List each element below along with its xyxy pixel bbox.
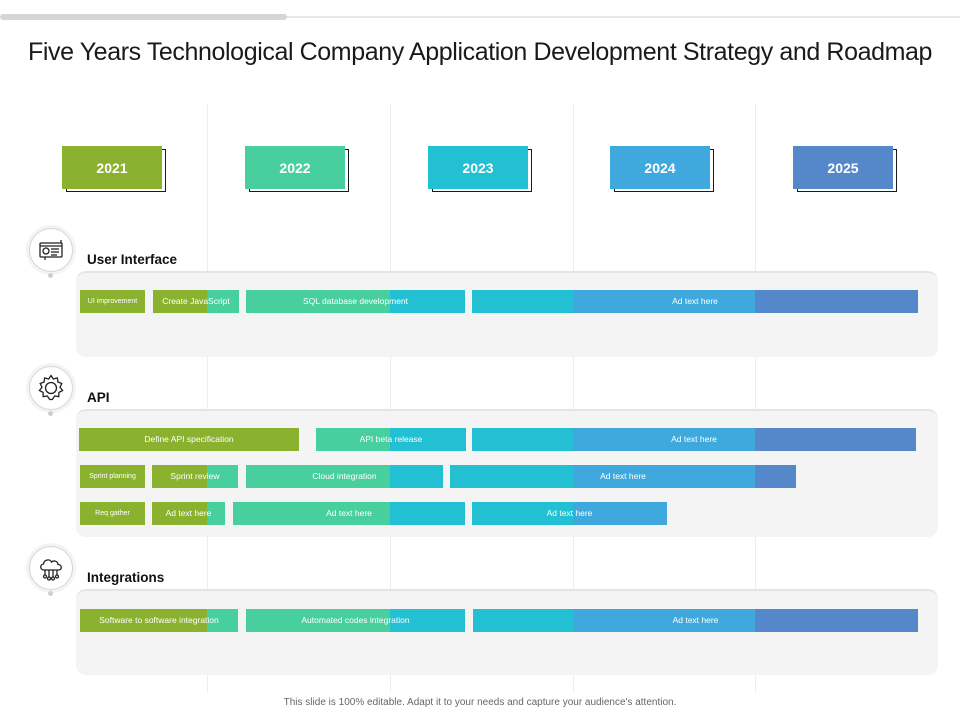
section-icon-circle xyxy=(29,366,73,410)
roadmap-bar: Ad text here xyxy=(473,609,918,632)
slide-title: Five Years Technological Company Applica… xyxy=(27,38,933,66)
roadmap-bar: Ad text here xyxy=(450,465,796,488)
section-title-api: API xyxy=(87,390,110,405)
section-connector-dot xyxy=(48,591,53,596)
column-divider xyxy=(573,104,574,692)
year-header-2023: 2023 xyxy=(428,146,532,192)
roadmap-bar: Ad text here xyxy=(472,502,667,525)
section-connector-dot xyxy=(48,273,53,278)
section-panel-integrations xyxy=(76,589,938,675)
year-header-2021: 2021 xyxy=(62,146,166,192)
roadmap-bar: Ad text here xyxy=(233,502,465,525)
roadmap-bar: Software to software integration xyxy=(80,609,238,632)
roadmap-bar: Automated codes integration xyxy=(246,609,465,632)
roadmap-bar: Cloud integration xyxy=(246,465,443,488)
roadmap-bar: UI improvement xyxy=(80,290,145,313)
presentation-board-icon xyxy=(39,240,63,260)
cloud-network-icon xyxy=(40,559,62,581)
section-title-user-interface: User Interface xyxy=(87,252,178,267)
section-title-integrations: Integrations xyxy=(87,570,165,585)
section-panel-user-interface xyxy=(76,271,938,357)
year-header-2025: 2025 xyxy=(793,146,897,192)
roadmap-bar: Req gather xyxy=(80,502,145,525)
top-progress-fill xyxy=(0,14,287,20)
column-divider xyxy=(390,104,391,692)
roadmap-bar: Sprint planning xyxy=(80,465,145,488)
column-divider xyxy=(755,104,756,692)
section-connector-dot xyxy=(48,411,53,416)
footer-note: This slide is 100% editable. Adapt it to… xyxy=(283,697,677,708)
roadmap-bar: Define API specification xyxy=(79,428,299,451)
year-header-2022: 2022 xyxy=(245,146,349,192)
year-label: 2023 xyxy=(428,146,528,189)
column-divider xyxy=(207,104,208,692)
year-label: 2021 xyxy=(62,146,162,189)
section-icon-circle xyxy=(29,228,73,272)
year-label: 2025 xyxy=(793,146,893,189)
gear-icon xyxy=(38,374,64,401)
year-label: 2022 xyxy=(245,146,345,189)
roadmap-bar: Ad text here xyxy=(152,502,225,525)
roadmap-bar: Ad text here xyxy=(472,290,918,313)
year-header-2024: 2024 xyxy=(610,146,714,192)
section-icon-circle xyxy=(29,546,73,590)
roadmap-bar: Ad text here xyxy=(472,428,916,451)
roadmap-bar: Sprint review xyxy=(152,465,238,488)
top-progress-line xyxy=(0,14,960,20)
roadmap-bar: Create JavaScript xyxy=(153,290,239,313)
roadmap-bar: SQL database development xyxy=(246,290,465,313)
roadmap-bar: API beta release xyxy=(316,428,466,451)
year-label: 2024 xyxy=(610,146,710,189)
